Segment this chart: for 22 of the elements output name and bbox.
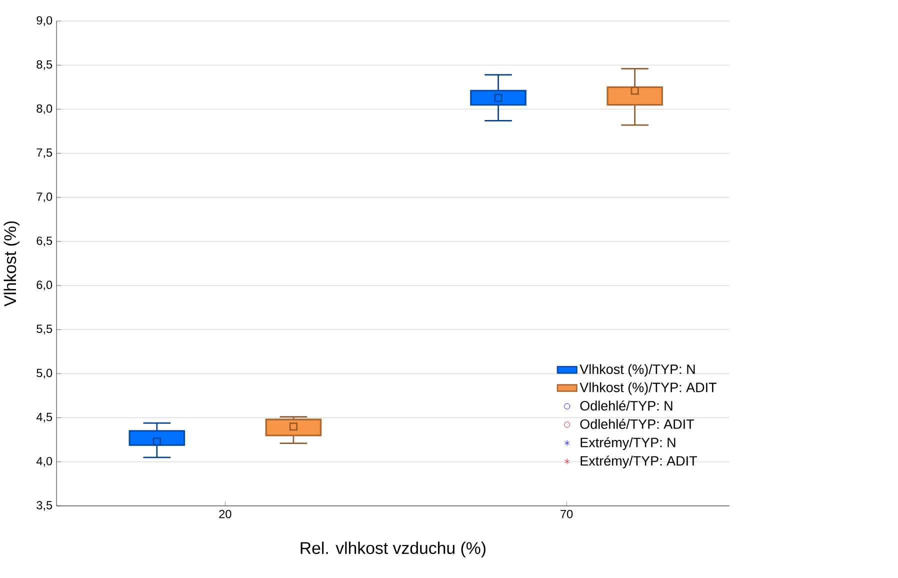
legend-label: Odlehlé/TYP: N <box>580 400 672 411</box>
legend-label: Vlhkost (%)/TYP: N <box>580 364 695 377</box>
y-tick-label: 8,0 <box>36 104 52 114</box>
y-tick-label: 9,0 <box>36 16 52 26</box>
legend-label: Odlehlé/TYP: ADIT <box>580 419 694 430</box>
legend-label: Vlhkost (%)/TYP: ADIT <box>580 382 716 396</box>
y-tick-label: 3,5 <box>36 501 52 511</box>
x-tick-label: 20 <box>219 510 232 518</box>
y-tick-label: 5,0 <box>36 369 52 379</box>
x-axis-title: Rel. vlhkost vzduchu (%) <box>300 542 486 558</box>
x-tick-label: 70 <box>560 510 573 518</box>
y-tick-label: 4,0 <box>36 457 52 467</box>
y-tick-label: 7,0 <box>36 192 52 202</box>
y-tick-label: 6,5 <box>36 236 52 247</box>
legend-label: Extrémy/TYP: ADIT <box>580 456 697 469</box>
legend-label: Extrémy/TYP: N <box>580 437 676 450</box>
y-tick-label: 5,5 <box>36 325 52 335</box>
y-tick-label: 4,5 <box>36 413 52 423</box>
y-axis-title: Vlhkost (%) <box>4 222 20 307</box>
y-tick-label: 8,5 <box>36 60 52 70</box>
y-tick-label: 7,5 <box>36 148 52 158</box>
y-tick-label: 6,0 <box>36 280 52 291</box>
